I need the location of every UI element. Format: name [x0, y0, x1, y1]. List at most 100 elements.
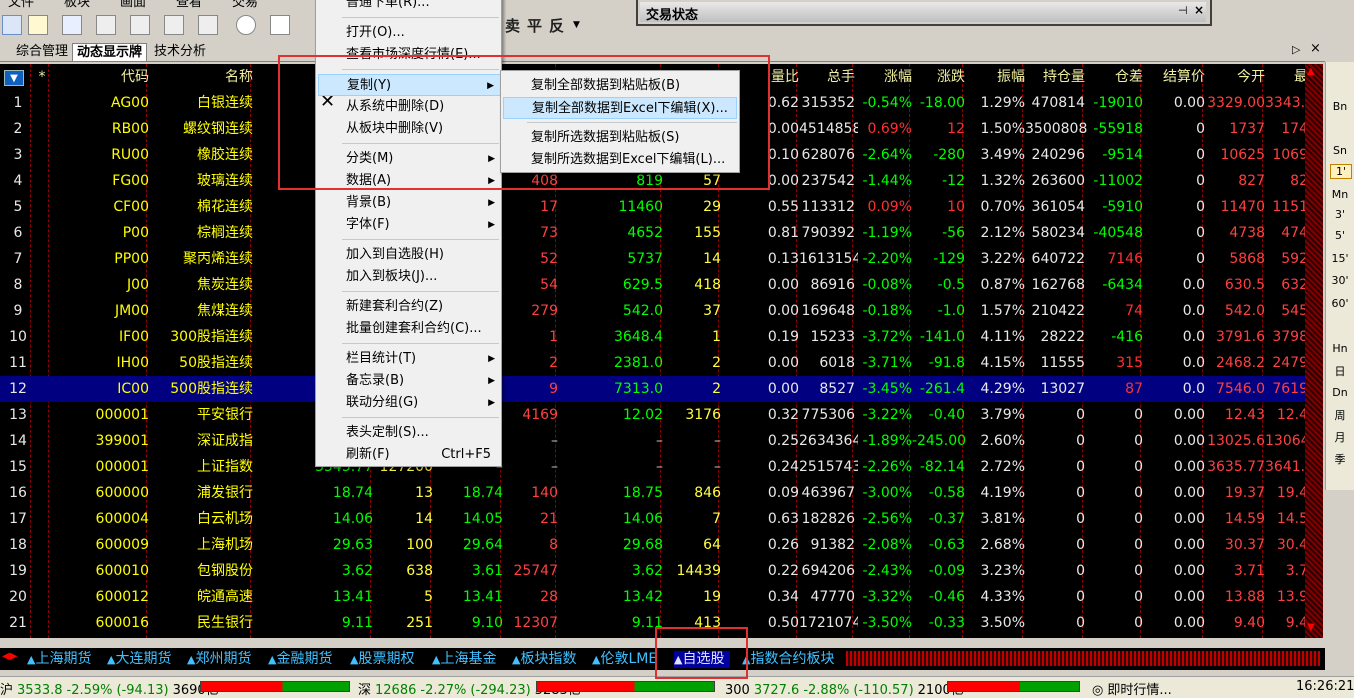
table-cell[interactable]: 0.09 [767, 485, 799, 501]
table-cell[interactable]: 0.22 [767, 563, 799, 579]
tab-scroll[interactable]: ▷ [1292, 43, 1301, 56]
table-cell[interactable]: 7 [13, 251, 23, 267]
table-cell[interactable]: 4.29% [980, 381, 1025, 397]
table-cell[interactable]: 600010 [95, 563, 149, 579]
table-cell[interactable]: 15 [9, 459, 27, 475]
period-button[interactable]: 月 [1334, 431, 1346, 444]
table-cell[interactable]: 9.11 [341, 615, 373, 631]
table-cell[interactable]: 0.25 [767, 433, 799, 449]
table-cell[interactable]: 12307 [513, 615, 558, 631]
table-cell[interactable]: JM00 [114, 303, 149, 319]
table-cell[interactable]: 17 [9, 511, 27, 527]
table-cell[interactable]: 463967 [801, 485, 855, 501]
table-cell[interactable]: 21 [9, 615, 27, 631]
table-cell[interactable]: 6 [13, 225, 23, 241]
table-cell[interactable]: 361054 [1031, 199, 1085, 215]
table-cell[interactable]: 0.00 [1173, 563, 1205, 579]
table-cell[interactable]: 10625 [1220, 147, 1265, 163]
table-cell[interactable]: 2 [712, 381, 721, 397]
table-cell[interactable]: 0 [1134, 407, 1143, 423]
table-cell[interactable]: 13.9 [1276, 589, 1305, 605]
table-cell[interactable]: 2468.2 [1216, 355, 1265, 371]
table-cell[interactable]: 5737 [627, 251, 663, 267]
tool-icon[interactable] [2, 15, 22, 35]
sort-button[interactable]: ▼ [4, 70, 24, 86]
table-cell[interactable]: 0.55 [767, 199, 799, 215]
table-cell[interactable]: 2.68% [980, 537, 1025, 553]
table-cell[interactable]: -2.56% [862, 511, 912, 527]
table-cell[interactable]: J00 [127, 277, 149, 293]
table-cell[interactable]: 25747 [513, 563, 558, 579]
menu-item[interactable]: 复制所选数据到粘贴板(S) [503, 127, 737, 149]
table-cell[interactable]: 1.32% [980, 173, 1025, 189]
table-cell[interactable]: 542.0 [622, 303, 663, 319]
table-cell[interactable]: 12 [947, 121, 965, 137]
table-cell[interactable]: 30.37 [1224, 537, 1265, 553]
table-cell[interactable]: 0.50 [767, 615, 799, 631]
table-cell[interactable]: 3329.00 [1207, 95, 1265, 111]
table-cell[interactable]: 0 [1134, 459, 1143, 475]
table-cell[interactable]: 19.4 [1276, 485, 1305, 501]
table-cell[interactable]: 0.0 [1182, 277, 1205, 293]
table-cell[interactable]: 0 [1134, 433, 1143, 449]
table-cell[interactable]: 14.06 [332, 511, 373, 527]
table-cell[interactable]: 3.71 [1233, 563, 1265, 579]
menu-item[interactable]: 字体(F) ▶ [318, 214, 501, 236]
table-cell[interactable]: 聚丙烯连续 [183, 251, 253, 267]
table-cell[interactable]: -56 [942, 225, 965, 241]
market-tab[interactable]: ▲自选股 [674, 651, 731, 668]
table-cell[interactable]: 174 [1281, 121, 1305, 137]
table-cell[interactable]: 0.00 [1173, 537, 1205, 553]
table-cell[interactable]: -0.40 [928, 407, 965, 423]
table-cell[interactable]: 87 [1125, 381, 1143, 397]
table-cell[interactable]: 0.00 [1173, 95, 1205, 111]
table-cell[interactable]: 0.0 [1182, 329, 1205, 345]
table-cell[interactable]: 1 [13, 95, 23, 111]
table-cell[interactable]: -2.08% [862, 537, 912, 553]
menu-item[interactable]: 从系统中删除(D) [318, 96, 501, 118]
table-cell[interactable]: -3.45% [862, 381, 912, 397]
table-cell[interactable]: 0 [1076, 407, 1085, 423]
table-cell[interactable]: 20 [9, 589, 27, 605]
table-cell[interactable]: 0.19 [767, 329, 799, 345]
market-tab[interactable]: ▲上海基金 [432, 651, 496, 668]
table-cell[interactable]: 0.00 [767, 121, 799, 137]
column-header[interactable]: 持仓量 [1043, 69, 1085, 85]
table-cell[interactable]: 169648 [801, 303, 855, 319]
column-header[interactable]: 量比 [771, 69, 799, 85]
table-cell[interactable]: -1.44% [862, 173, 912, 189]
close-button[interactable]: × [1194, 3, 1205, 17]
table-cell[interactable]: 315 [1116, 355, 1143, 371]
table-cell[interactable]: -416 [1111, 329, 1143, 345]
table-cell[interactable]: 47770 [810, 589, 855, 605]
table-cell[interactable]: 0 [1076, 615, 1085, 631]
table-cell[interactable]: 1 [549, 329, 558, 345]
menu-item[interactable]: 从板块中删除(V) [318, 118, 501, 140]
table-cell[interactable]: 000001 [95, 459, 149, 475]
table-cell[interactable]: 86916 [810, 277, 855, 293]
table-cell[interactable]: 29.64 [462, 537, 503, 553]
table-cell[interactable]: – [714, 433, 721, 449]
table-cell[interactable]: 包钢股份 [197, 563, 253, 579]
table-cell[interactable]: 0.0 [1182, 355, 1205, 371]
table-cell[interactable]: 0 [1076, 511, 1085, 527]
menu-item[interactable]: 表头定制(S)... [318, 422, 501, 444]
table-cell[interactable]: -18.00 [919, 95, 965, 111]
table-cell[interactable]: 0.0 [1182, 303, 1205, 319]
table-cell[interactable]: -9514 [1102, 147, 1143, 163]
table-cell[interactable]: 240296 [1031, 147, 1085, 163]
menu-item[interactable]: 查看市场深度行情(E)... [318, 44, 501, 66]
table-cell[interactable]: 18.75 [622, 485, 663, 501]
table-cell[interactable]: 5868 [1229, 251, 1265, 267]
table-cell[interactable]: 0.00 [767, 303, 799, 319]
tool-icon[interactable] [198, 15, 218, 35]
table-cell[interactable]: -0.33 [928, 615, 965, 631]
table-cell[interactable]: 545 [1281, 303, 1305, 319]
table-cell[interactable]: 10 [947, 199, 965, 215]
table-cell[interactable]: 0 [1076, 537, 1085, 553]
table-cell[interactable]: 30.4 [1276, 537, 1305, 553]
table-cell[interactable]: 14 [415, 511, 433, 527]
table-cell[interactable]: 12.4 [1276, 407, 1305, 423]
table-cell[interactable]: 4.11% [980, 329, 1025, 345]
table-cell[interactable]: 140 [531, 485, 558, 501]
